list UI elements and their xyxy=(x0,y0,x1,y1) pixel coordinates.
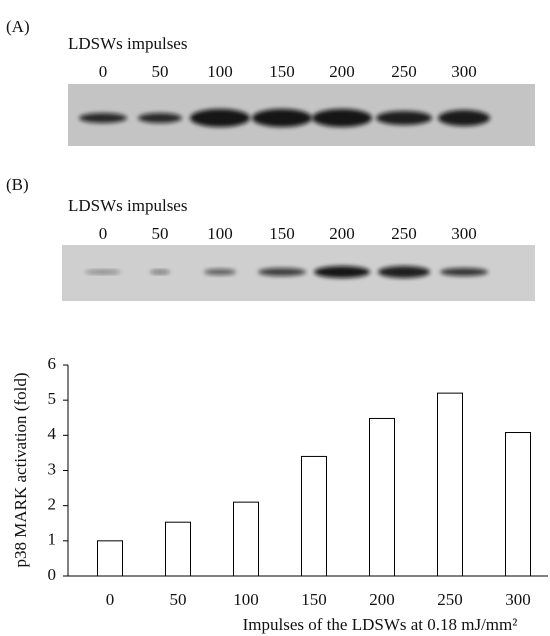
blot-subtitle: LDSWs impulses xyxy=(68,34,187,53)
x-tick-label: 0 xyxy=(106,590,115,609)
lane-label: 200 xyxy=(329,62,355,81)
lane-label: 0 xyxy=(99,224,108,243)
lane-label: 50 xyxy=(152,224,169,243)
y-tick-label: 4 xyxy=(48,424,57,443)
y-tick-label: 1 xyxy=(48,530,57,549)
blot-band xyxy=(312,109,372,127)
blot-band xyxy=(204,269,236,275)
lane-label: 200 xyxy=(329,224,355,243)
blot-band xyxy=(378,266,430,278)
lane-label: 150 xyxy=(269,224,295,243)
blot-band xyxy=(440,268,488,276)
blot-band xyxy=(376,111,432,125)
bar xyxy=(369,417,395,577)
x-axis-title: Impulses of the LDSWs at 0.18 mJ/mm² xyxy=(243,615,518,634)
blot-band xyxy=(314,266,370,278)
lane-label: 50 xyxy=(152,62,169,81)
blot-band xyxy=(79,113,127,123)
bar xyxy=(301,455,327,577)
blot-band xyxy=(190,109,250,127)
lane-label: 250 xyxy=(391,224,417,243)
y-tick-label: 2 xyxy=(48,495,57,514)
blot-band xyxy=(438,110,490,126)
lane-label: 0 xyxy=(99,62,108,81)
lane-label: 100 xyxy=(207,224,233,243)
x-tick-label: 250 xyxy=(437,590,463,609)
lane-label: 300 xyxy=(451,62,477,81)
x-tick-label: 300 xyxy=(505,590,531,609)
bar xyxy=(233,501,259,577)
blot-band xyxy=(252,109,312,127)
blot-band xyxy=(258,268,306,276)
y-axis-title: p38 MARK activation (fold) xyxy=(11,373,30,568)
blot-band xyxy=(138,113,182,123)
x-tick-label: 150 xyxy=(301,590,327,609)
bar xyxy=(165,521,191,577)
lane-label: 150 xyxy=(269,62,295,81)
y-tick-label: 5 xyxy=(48,389,57,408)
blot-subtitle: LDSWs impulses xyxy=(68,196,187,215)
x-tick-label: 100 xyxy=(233,590,259,609)
panel-label: (B) xyxy=(6,175,29,194)
x-tick-label: 200 xyxy=(369,590,395,609)
blot-band xyxy=(150,270,170,274)
y-tick-label: 6 xyxy=(48,354,57,373)
y-tick-label: 0 xyxy=(48,565,57,584)
bar xyxy=(505,432,531,577)
bar xyxy=(437,392,463,577)
panel-label: (A) xyxy=(6,17,30,36)
bar xyxy=(97,540,123,577)
lane-label: 250 xyxy=(391,62,417,81)
lane-label: 300 xyxy=(451,224,477,243)
y-tick-label: 3 xyxy=(48,459,57,478)
blot-band xyxy=(85,270,121,274)
x-tick-label: 50 xyxy=(170,590,187,609)
lane-label: 100 xyxy=(207,62,233,81)
